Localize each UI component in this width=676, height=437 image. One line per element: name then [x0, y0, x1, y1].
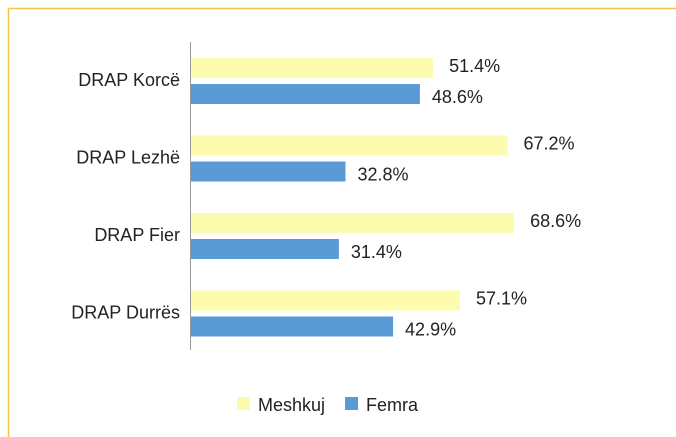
value-label: 67.2%: [524, 133, 575, 153]
legend-swatch: [345, 397, 359, 410]
bar: [191, 135, 508, 156]
value-label: 57.1%: [476, 288, 527, 308]
bar: [191, 290, 460, 311]
value-label: 48.6%: [432, 87, 483, 107]
category-label: DRAP Fier: [94, 225, 180, 245]
bar: [191, 316, 394, 337]
bar: [191, 58, 434, 78]
bar: [191, 213, 515, 233]
bar: [191, 239, 339, 259]
category-label: DRAP Durrës: [71, 302, 180, 322]
value-label: 42.9%: [405, 319, 456, 339]
bar: [191, 161, 346, 182]
value-label: 32.8%: [357, 164, 408, 184]
category-label: DRAP Korcë: [78, 70, 180, 90]
legend-label: Meshkuj: [258, 395, 325, 415]
category-label: DRAP Lezhë: [76, 147, 180, 167]
value-label: 51.4%: [449, 56, 500, 76]
value-label: 31.4%: [351, 242, 402, 262]
legend-swatch: [237, 397, 250, 410]
value-label: 68.6%: [530, 211, 581, 231]
bar: [191, 84, 420, 104]
legend-label: Femra: [366, 395, 419, 415]
